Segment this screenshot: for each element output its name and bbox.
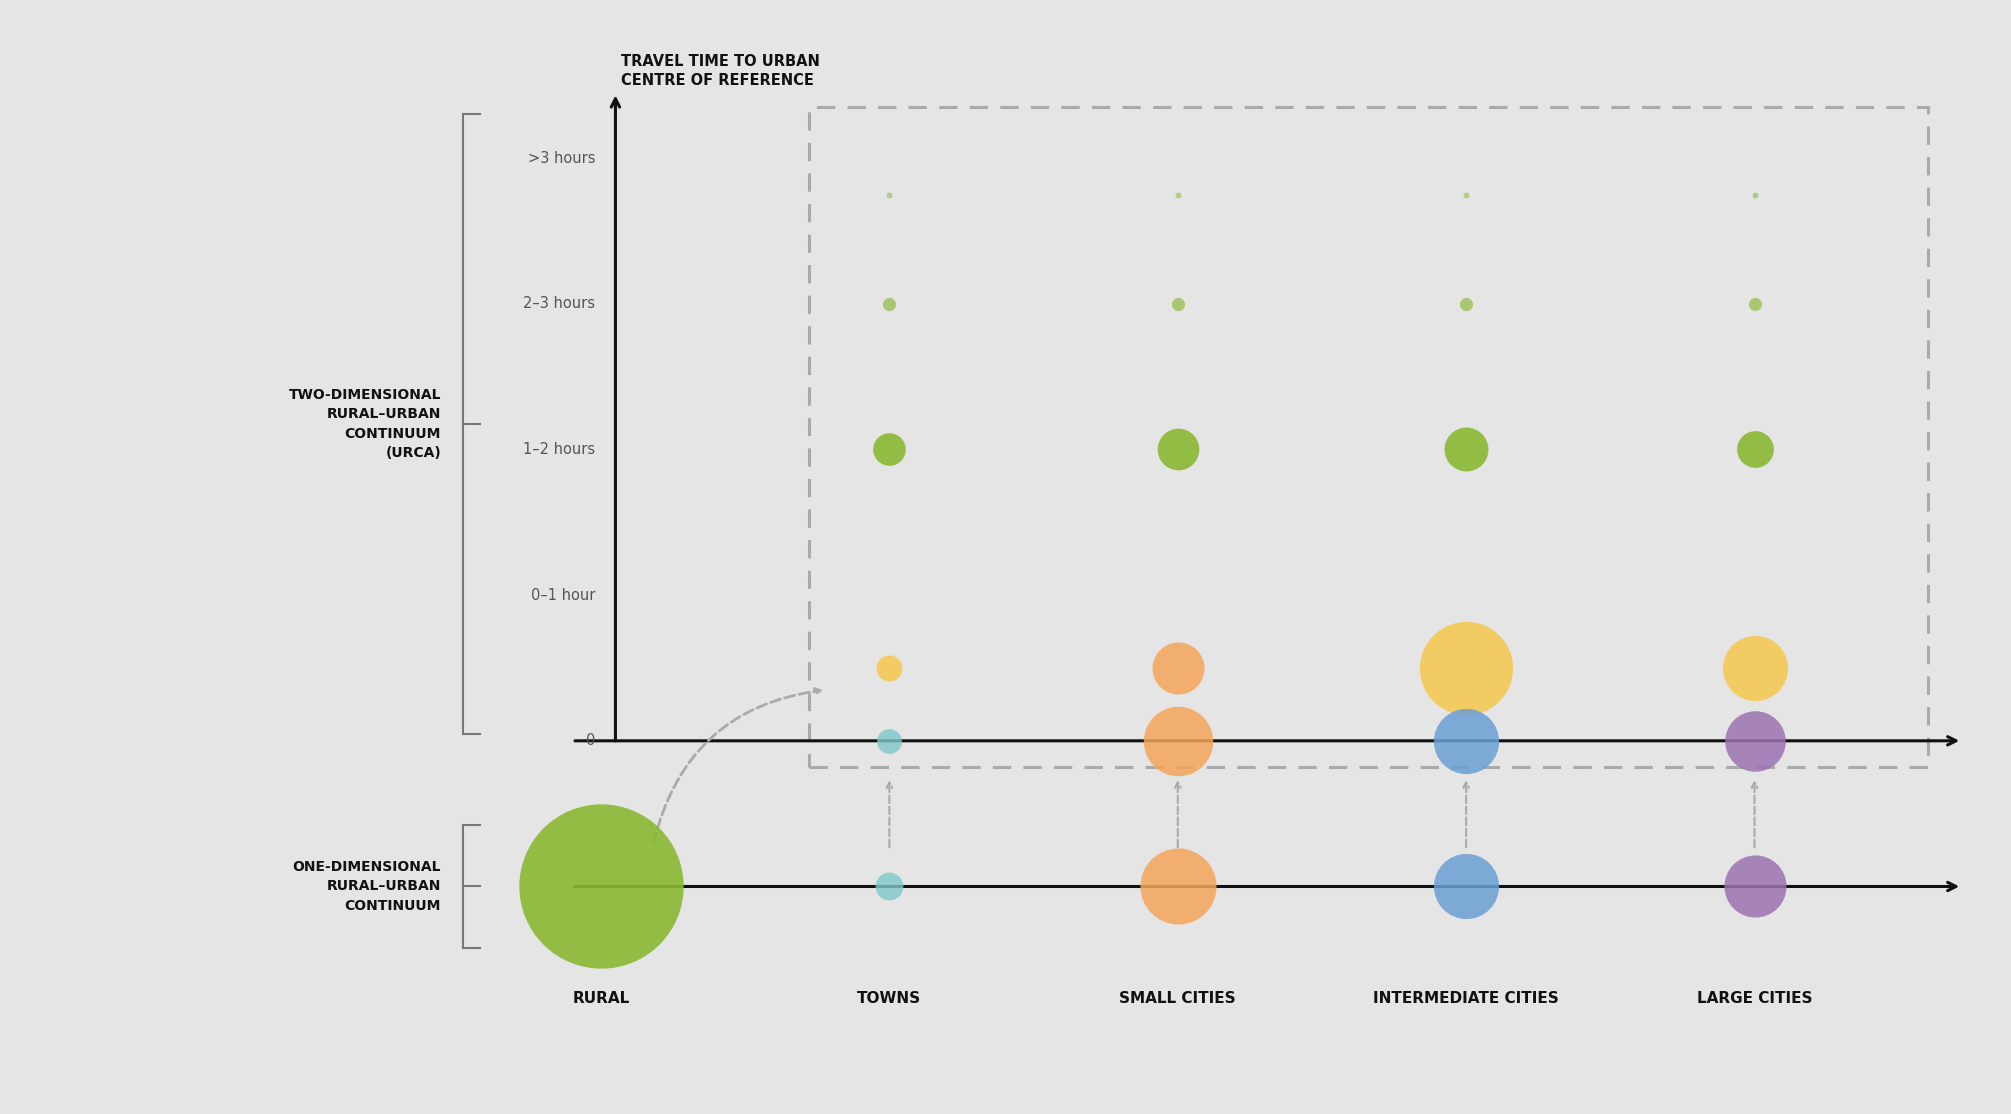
Text: SMALL CITIES: SMALL CITIES	[1120, 991, 1237, 1006]
Text: >3 hours: >3 hours	[527, 150, 595, 166]
Point	[1738, 295, 1770, 313]
Point	[1162, 295, 1195, 313]
Point	[1738, 186, 1770, 204]
Point	[873, 659, 905, 677]
Text: RURAL: RURAL	[573, 991, 629, 1006]
Text: 2–3 hours: 2–3 hours	[523, 296, 595, 311]
Point	[1450, 878, 1482, 896]
Point	[1738, 659, 1770, 677]
Point	[1162, 659, 1195, 677]
Point	[1162, 440, 1195, 458]
Text: TOWNS: TOWNS	[857, 991, 921, 1006]
Point	[1162, 878, 1195, 896]
Text: ONE-DIMENSIONAL
RURAL–URBAN
CONTINUUM: ONE-DIMENSIONAL RURAL–URBAN CONTINUUM	[292, 860, 440, 913]
Text: 1–2 hours: 1–2 hours	[523, 442, 595, 457]
Point	[1450, 732, 1482, 750]
Point	[1738, 878, 1770, 896]
Point	[1162, 732, 1195, 750]
Point	[1450, 186, 1482, 204]
Point	[1450, 295, 1482, 313]
Point	[873, 732, 905, 750]
Text: TWO-DIMENSIONAL
RURAL–URBAN
CONTINUUM
(URCA): TWO-DIMENSIONAL RURAL–URBAN CONTINUUM (U…	[288, 388, 440, 460]
Point	[873, 186, 905, 204]
Text: TRAVEL TIME TO URBAN
CENTRE OF REFERENCE: TRAVEL TIME TO URBAN CENTRE OF REFERENCE	[621, 53, 820, 88]
Point	[873, 440, 905, 458]
Point	[873, 295, 905, 313]
Point	[1450, 659, 1482, 677]
Text: 0–1 hour: 0–1 hour	[531, 587, 595, 603]
Point	[1738, 440, 1770, 458]
Point	[1738, 732, 1770, 750]
Text: INTERMEDIATE CITIES: INTERMEDIATE CITIES	[1374, 991, 1559, 1006]
Point	[585, 878, 617, 896]
Point	[1450, 440, 1482, 458]
Point	[1162, 186, 1195, 204]
Point	[873, 878, 905, 896]
Text: LARGE CITIES: LARGE CITIES	[1697, 991, 1812, 1006]
Text: 0: 0	[585, 733, 595, 749]
